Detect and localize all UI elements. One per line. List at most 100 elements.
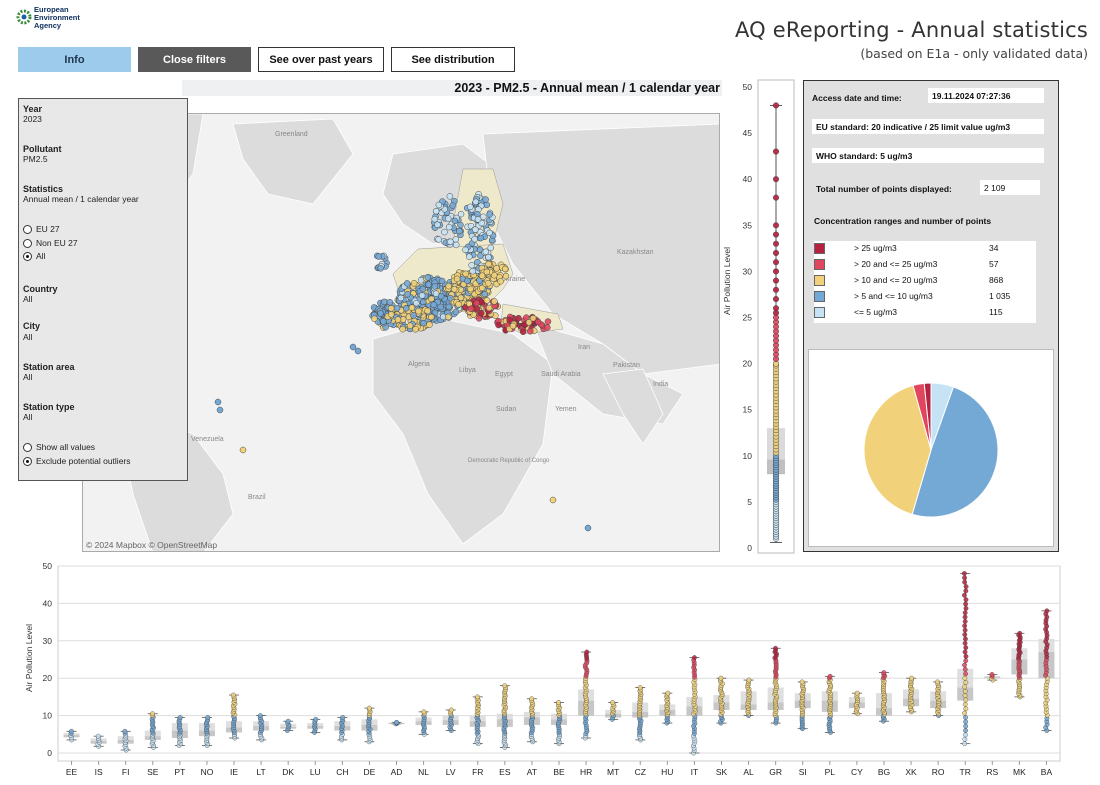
station-point[interactable] — [483, 201, 490, 209]
station-point[interactable] — [441, 228, 448, 236]
radio-circle-non-eu27[interactable] — [23, 238, 32, 248]
station-point[interactable] — [544, 324, 551, 331]
data-point[interactable] — [665, 690, 671, 696]
station-point[interactable] — [446, 193, 454, 200]
station-point[interactable] — [467, 285, 474, 293]
station-point[interactable] — [444, 215, 452, 222]
station-point[interactable] — [483, 268, 491, 276]
data-point[interactable] — [285, 718, 291, 724]
country-box-HR[interactable] — [578, 649, 595, 741]
station-point[interactable] — [474, 210, 481, 218]
pollutant-value[interactable]: PM2.5 — [23, 154, 48, 164]
station-point[interactable] — [472, 198, 480, 206]
station-point[interactable] — [410, 312, 417, 319]
side-points[interactable] — [772, 102, 780, 542]
station-point[interactable] — [437, 303, 444, 311]
station-point[interactable] — [467, 305, 475, 312]
side-point[interactable] — [772, 231, 780, 238]
country-box-EE[interactable] — [63, 728, 80, 743]
station-point[interactable] — [393, 305, 401, 312]
data-point[interactable] — [610, 700, 615, 705]
station-point[interactable] — [534, 318, 542, 326]
data-point[interactable] — [963, 671, 968, 677]
data-point[interactable] — [746, 677, 752, 683]
data-point[interactable] — [502, 683, 508, 689]
station-point[interactable] — [456, 227, 463, 235]
station-point[interactable] — [435, 236, 442, 243]
country-box-NL[interactable] — [415, 709, 432, 737]
station-point[interactable] — [430, 301, 437, 309]
data-point[interactable] — [963, 728, 968, 733]
country-box-LT[interactable] — [253, 713, 270, 743]
station-point[interactable] — [449, 202, 456, 209]
pie-slice[interactable] — [923, 382, 932, 451]
station-point[interactable] — [477, 252, 484, 259]
country-box-MK[interactable] — [1011, 630, 1028, 700]
data-point[interactable] — [556, 700, 561, 705]
station-point[interactable] — [420, 319, 427, 327]
data-point[interactable] — [963, 597, 969, 603]
station-point[interactable] — [472, 226, 479, 233]
data-point[interactable] — [963, 645, 969, 651]
data-point[interactable] — [854, 690, 860, 696]
station-point[interactable] — [431, 283, 439, 290]
country-box-LV[interactable] — [442, 707, 459, 733]
station-point[interactable] — [375, 253, 383, 260]
side-point[interactable] — [772, 102, 780, 109]
side-point[interactable] — [772, 286, 780, 293]
country-box-SE[interactable] — [144, 711, 161, 750]
data-point[interactable] — [230, 692, 236, 698]
country-box-HU[interactable] — [659, 690, 676, 726]
station-point[interactable] — [486, 229, 493, 237]
data-point[interactable] — [962, 627, 968, 633]
station-point[interactable] — [418, 292, 426, 299]
station-point[interactable] — [486, 211, 493, 218]
station-point[interactable] — [387, 305, 395, 312]
data-point[interactable] — [963, 697, 969, 703]
station-point[interactable] — [468, 261, 475, 269]
bottom-boxes[interactable] — [63, 571, 1055, 756]
station-point[interactable] — [529, 315, 537, 322]
station-point[interactable] — [490, 271, 498, 279]
station-point[interactable] — [519, 328, 527, 335]
radio-non-eu27[interactable]: Non EU 27 — [23, 238, 78, 248]
station-point[interactable] — [481, 290, 489, 298]
station-point[interactable] — [387, 311, 395, 318]
station-point[interactable] — [452, 236, 460, 243]
station-point[interactable] — [412, 325, 419, 333]
station-point[interactable] — [455, 301, 462, 308]
station-point[interactable] — [428, 313, 435, 321]
data-point[interactable] — [963, 723, 969, 729]
radio-circle-eu27[interactable] — [23, 224, 32, 234]
country-box-RS[interactable] — [984, 672, 1001, 683]
station-point[interactable] — [371, 315, 378, 322]
data-point[interactable] — [963, 605, 969, 611]
data-point[interactable] — [962, 736, 968, 742]
station-point[interactable] — [483, 297, 491, 304]
data-point[interactable] — [150, 711, 155, 717]
station-point[interactable] — [239, 446, 247, 454]
station-point[interactable] — [478, 272, 486, 279]
country-box-RO[interactable] — [930, 679, 947, 719]
side-point[interactable] — [772, 305, 780, 312]
side-point[interactable] — [772, 259, 780, 266]
country-box-MT[interactable] — [605, 700, 622, 722]
data-point[interactable] — [1017, 630, 1023, 636]
station-point[interactable] — [431, 215, 439, 223]
station-points[interactable] — [214, 190, 592, 532]
station-point[interactable] — [434, 221, 441, 229]
station-point[interactable] — [471, 235, 478, 243]
station-point[interactable] — [432, 290, 440, 297]
station-point[interactable] — [452, 308, 460, 316]
station-point[interactable] — [424, 274, 432, 281]
station-point[interactable] — [515, 315, 522, 322]
pie-slice[interactable] — [863, 384, 932, 515]
country-box-IT[interactable] — [686, 655, 703, 756]
country-box-PT[interactable] — [171, 715, 188, 748]
station-point[interactable] — [457, 294, 465, 302]
station-point[interactable] — [451, 217, 459, 225]
side-point[interactable] — [772, 176, 780, 183]
data-point[interactable] — [962, 667, 968, 672]
station-point[interactable] — [462, 246, 469, 254]
station-point[interactable] — [469, 267, 476, 275]
